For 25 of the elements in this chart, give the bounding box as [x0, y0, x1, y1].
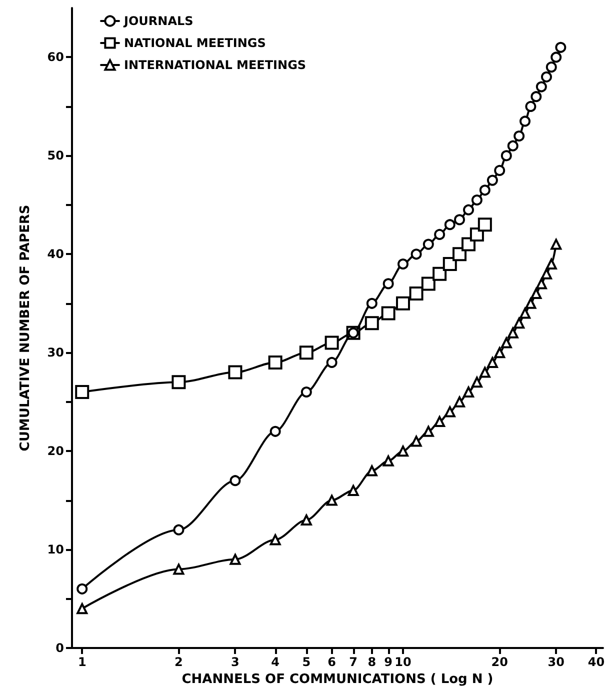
y-tick-label: 60 — [47, 50, 64, 64]
y-tick-label: 50 — [47, 148, 64, 163]
legend-label: INTERNATIONAL MEETINGS — [124, 58, 306, 72]
x-tick-label: 2 — [174, 655, 183, 669]
x-tick-label: 40 — [588, 655, 605, 669]
y-tick-label: 20 — [47, 444, 64, 458]
legend-label: NATIONAL MEETINGS — [124, 36, 266, 50]
x-tick-label: 20 — [491, 655, 508, 669]
x-tick-label: 8 — [368, 655, 376, 669]
x-tick-label: 6 — [328, 655, 336, 669]
legend-label: JOURNALS — [123, 14, 194, 28]
x-tick-label: 9 — [384, 655, 392, 669]
x-tick-label: 10 — [394, 655, 412, 669]
x-axis-title: CHANNELS OF COMMUNICATIONS ( Log N ) — [182, 672, 494, 687]
x-tick-label: 4 — [271, 655, 280, 669]
y-axis-title: CUMULATIVE NUMBER OF PAPERS — [18, 204, 33, 452]
y-tick-label: 0 — [56, 641, 64, 655]
y-tick-label: 30 — [47, 346, 64, 360]
x-tick-label: 30 — [548, 655, 564, 669]
y-tick-label: 40 — [47, 247, 64, 262]
y-tick-label: 10 — [47, 542, 64, 557]
x-tick-label: 3 — [231, 655, 240, 669]
x-tick-label: 5 — [302, 655, 311, 669]
x-tick-label: 7 — [349, 655, 358, 669]
x-tick-label: 1 — [78, 655, 86, 669]
